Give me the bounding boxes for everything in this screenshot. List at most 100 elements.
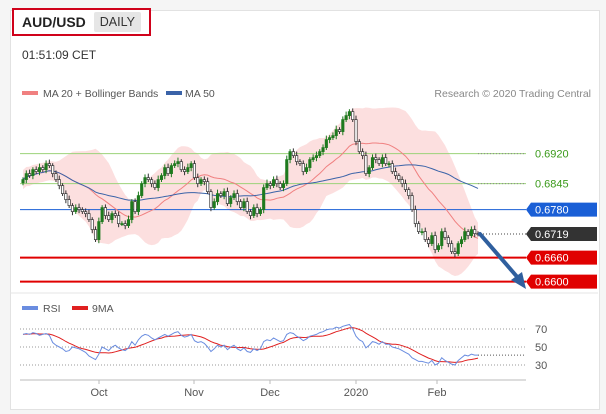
bollinger-band-fill xyxy=(23,107,478,276)
level-tag-0.6780 xyxy=(526,202,597,217)
candle-body xyxy=(305,167,309,172)
candle-body xyxy=(77,207,81,210)
candle-body xyxy=(272,179,276,186)
rsi-line xyxy=(22,323,478,366)
candle-body xyxy=(281,183,286,188)
candle-body xyxy=(90,219,94,230)
candle-body xyxy=(206,181,210,192)
bollinger-bands xyxy=(23,107,478,276)
candle-body xyxy=(463,231,467,240)
candle-body xyxy=(107,215,111,220)
candle-body xyxy=(169,165,173,174)
timeframe-badge[interactable]: DAILY xyxy=(93,12,141,32)
candle-body xyxy=(110,213,114,220)
candle-body xyxy=(430,235,434,244)
candle-body xyxy=(93,229,98,240)
candle-body xyxy=(130,201,134,220)
candle-body xyxy=(265,183,269,188)
candle-body xyxy=(417,223,421,232)
candle-body xyxy=(163,167,167,176)
rsi-panel: 70 50 30 xyxy=(20,323,547,372)
candle-body xyxy=(295,155,299,162)
candle-body xyxy=(252,207,256,216)
candle-body xyxy=(328,137,332,140)
candle-body xyxy=(453,251,457,254)
candle-body xyxy=(351,111,355,120)
candle-body xyxy=(367,167,371,174)
candle-body xyxy=(344,115,348,120)
candle-body xyxy=(64,193,68,200)
candle-body xyxy=(258,209,262,214)
candle-body xyxy=(473,229,477,234)
level-tag-text: 0.6660 xyxy=(535,253,569,265)
symbol-name: AUD/USD xyxy=(22,14,86,30)
candle-body xyxy=(341,119,345,132)
candle-body xyxy=(469,229,473,236)
level-tag-0.6719 xyxy=(526,227,597,241)
candle-body xyxy=(74,207,78,212)
candle-body xyxy=(423,231,427,240)
price-level-labels: 0.6920 0.6845 0.6780 0.6719 0.6660 0.6600 xyxy=(526,149,597,289)
candle-body xyxy=(291,151,295,156)
forecast-arrow-shaft xyxy=(478,232,521,281)
candle-body xyxy=(229,197,233,204)
rsi-ma-legend-label: 9MA xyxy=(92,303,114,315)
candle-body xyxy=(403,183,408,190)
x-axis: Oct Nov Dec 2020 Feb xyxy=(90,380,446,399)
candle-body xyxy=(324,139,328,148)
candle-body xyxy=(377,159,381,164)
timestamp: 01:51:09 CET xyxy=(22,48,97,62)
candle-body xyxy=(176,161,180,164)
ma20-line xyxy=(22,142,479,239)
candle-body xyxy=(275,179,279,184)
candle-body xyxy=(61,185,65,194)
level-label-0.6920: 0.6920 xyxy=(535,149,569,161)
candle-body xyxy=(199,179,203,184)
candle-body xyxy=(47,163,51,166)
candle-body xyxy=(67,199,71,206)
candle-body xyxy=(196,177,200,184)
candle-body xyxy=(189,163,193,168)
candle-body xyxy=(87,213,91,220)
candle-body xyxy=(361,151,365,156)
candle-body xyxy=(80,209,84,212)
rsi-legend-swatch xyxy=(22,306,38,310)
candle-body xyxy=(308,159,312,168)
rsi-tick-50: 50 xyxy=(535,342,547,354)
candle-body xyxy=(440,231,444,246)
candle-body xyxy=(459,239,464,244)
candle-body xyxy=(334,129,338,136)
candle-body xyxy=(44,163,48,170)
candle-body xyxy=(426,239,431,244)
candle-body xyxy=(337,129,342,132)
rsi-tick-70: 70 xyxy=(535,324,547,336)
candle-body xyxy=(183,169,187,172)
candle-body xyxy=(262,187,266,210)
forecast-arrow xyxy=(478,232,526,289)
candle-body xyxy=(436,245,440,250)
level-tag-text: 0.6780 xyxy=(535,205,569,217)
candle-body xyxy=(347,111,351,116)
candle-body xyxy=(242,201,246,208)
candle-body xyxy=(298,161,302,164)
rsi-tick-30: 30 xyxy=(535,360,547,372)
candle-body xyxy=(51,165,55,174)
candle-body xyxy=(278,183,282,188)
candle-body xyxy=(450,243,454,252)
symbol-header[interactable]: AUD/USD DAILY xyxy=(12,8,151,36)
candle-body xyxy=(57,179,61,186)
candle-body xyxy=(120,223,124,225)
candle-body xyxy=(21,179,25,184)
candle-body xyxy=(331,135,335,138)
candle-body xyxy=(400,179,404,184)
candle-body xyxy=(209,191,213,208)
ma20-legend-swatch xyxy=(22,91,38,95)
candle-body xyxy=(288,151,292,160)
candle-body xyxy=(150,179,154,184)
candle-body xyxy=(28,173,32,176)
candle-body xyxy=(219,193,223,196)
candle-body xyxy=(140,183,144,196)
candle-body xyxy=(443,231,447,238)
x-tick-label-Oct: Oct xyxy=(90,387,107,399)
rsi-ma-legend-swatch xyxy=(72,306,88,310)
